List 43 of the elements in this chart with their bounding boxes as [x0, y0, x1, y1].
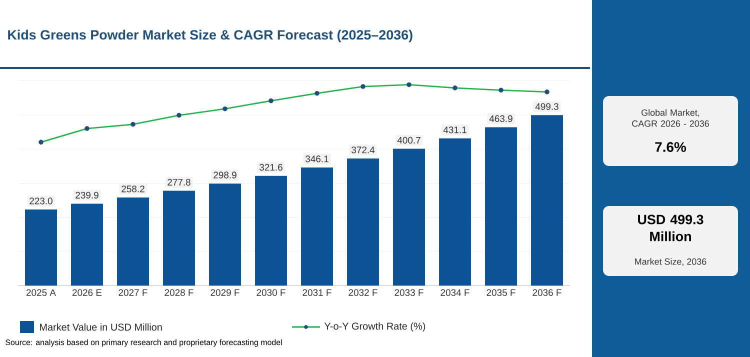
text: 7.6%	[655, 142, 686, 152]
bar	[439, 138, 472, 286]
bar	[71, 204, 103, 286]
x-tick-label: 2034 F	[440, 289, 470, 296]
data-label: 239.9	[76, 192, 98, 199]
data-label: 372.4	[352, 146, 375, 154]
text: Market Size, 2036	[635, 258, 706, 266]
data-label: 400.7	[397, 136, 420, 144]
data-label: 346.1	[306, 156, 328, 162]
bar	[393, 148, 426, 286]
data-label: 258.2	[122, 186, 144, 192]
data-label: 321.6	[260, 164, 282, 171]
data-label: 298.9	[214, 172, 236, 178]
data-label: 431.1	[443, 126, 466, 134]
bar	[531, 115, 564, 286]
x-tick-label: 2030 F	[256, 289, 286, 296]
bar	[301, 167, 334, 286]
chart-title: Kids Greens Powder Market Size & CAGR Forecast (2025–2036)	[8, 30, 412, 42]
bar	[255, 176, 288, 286]
legend-label: Y-o-Y Growth Rate (%)	[324, 322, 426, 332]
data-label: 223.0	[30, 198, 52, 204]
x-tick-label: 2027 F	[118, 289, 148, 296]
x-tick-label: 2025 A	[26, 289, 56, 296]
data-label: 277.8	[168, 178, 190, 186]
bar	[163, 190, 196, 286]
x-tick-label: 2033 F	[394, 289, 424, 296]
bar	[117, 197, 149, 286]
x-tick-label: 2032 F	[348, 289, 378, 296]
x-tick-label: 2031 F	[302, 289, 332, 296]
data-label: 463.9	[489, 115, 512, 122]
legend-label: Market Value in USD Million	[40, 323, 162, 331]
x-tick-label: 2035 F	[486, 289, 516, 296]
bar	[485, 127, 518, 286]
text: Global Market, CAGR 2026 - 2036	[632, 109, 709, 127]
text: USD 499.3 Million	[638, 214, 704, 242]
x-tick-label: 2028 F	[164, 289, 194, 296]
x-tick-label: 2029 F	[210, 289, 240, 296]
x-tick-label: 2026 E	[72, 289, 102, 296]
data-label: 499.3	[535, 103, 558, 110]
bar	[347, 158, 380, 286]
bar	[25, 210, 57, 286]
x-tick-label: 2036 F	[532, 289, 562, 296]
bar	[209, 184, 242, 286]
